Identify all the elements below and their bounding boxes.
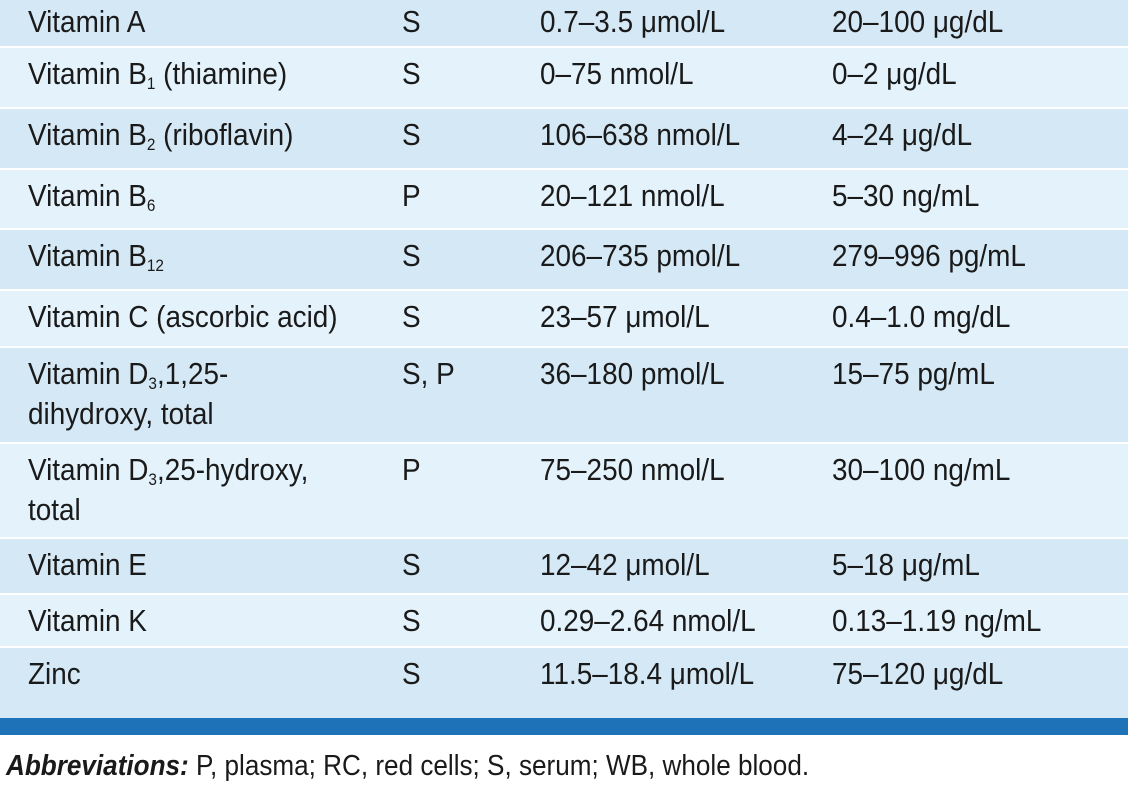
conventional-units-cell: 30–100 ng/mL xyxy=(832,452,1011,487)
table-row: Vitamin B2 (riboflavin) S 106–638 nmol/L… xyxy=(0,109,1128,170)
table-row: Vitamin K S 0.29–2.64 nmol/L 0.13–1.19 n… xyxy=(0,595,1128,648)
conventional-units-cell: 0.4–1.0 mg/dL xyxy=(832,299,1011,334)
row-divider xyxy=(0,168,1128,170)
footnote-label: Abbreviations: xyxy=(6,750,189,782)
si-units-cell: 106–638 nmol/L xyxy=(540,117,741,152)
si-units-cell: 23–57 μmol/L xyxy=(540,299,710,334)
specimen-cell: S xyxy=(402,547,421,582)
si-units-cell: 11.5–18.4 μmol/L xyxy=(540,656,755,691)
row-divider xyxy=(0,537,1128,539)
analyte-name: Vitamin B12 xyxy=(28,238,164,276)
specimen-cell: P xyxy=(402,178,421,213)
conventional-units-cell: 5–30 ng/mL xyxy=(832,178,980,213)
row-divider xyxy=(0,107,1128,109)
conventional-units-cell: 0.13–1.19 ng/mL xyxy=(832,603,1042,638)
si-units-cell: 12–42 μmol/L xyxy=(540,547,710,582)
table-row: Vitamin B12 S 206–735 pmol/L 279–996 pg/… xyxy=(0,230,1128,291)
row-divider xyxy=(0,593,1128,595)
row-divider xyxy=(0,46,1128,48)
si-units-cell: 36–180 pmol/L xyxy=(540,356,725,391)
analyte-name: Vitamin D3,1,25- dihydroxy, total xyxy=(28,356,229,431)
table-row: Vitamin A S 0.7–3.5 μmol/L 20–100 μg/dL xyxy=(0,0,1128,48)
si-units-cell: 75–250 nmol/L xyxy=(540,452,725,487)
table-row: Vitamin C (ascorbic acid) S 23–57 μmol/L… xyxy=(0,291,1128,348)
table-row: Zinc S 11.5–18.4 μmol/L 75–120 μg/dL xyxy=(0,648,1128,718)
footnote-text: P, plasma; RC, red cells; S, serum; WB, … xyxy=(188,750,810,782)
row-divider xyxy=(0,346,1128,348)
conventional-units-cell: 20–100 μg/dL xyxy=(832,4,1004,39)
analyte-name: Vitamin B1 (thiamine) xyxy=(28,56,288,94)
specimen-cell: S xyxy=(402,656,421,691)
conventional-units-cell: 0–2 μg/dL xyxy=(832,56,957,91)
analyte-name: Vitamin B6 xyxy=(28,178,156,216)
table-row: Vitamin B1 (thiamine) S 0–75 nmol/L 0–2 … xyxy=(0,48,1128,109)
conventional-units-cell: 4–24 μg/dL xyxy=(832,117,973,152)
row-divider xyxy=(0,646,1128,648)
si-units-cell: 0.29–2.64 nmol/L xyxy=(540,603,756,638)
table-row: Vitamin D3,25-hydroxy, total P 75–250 nmo… xyxy=(0,444,1128,539)
specimen-cell: S xyxy=(402,117,421,152)
specimen-cell: P xyxy=(402,452,421,487)
analyte-name: Vitamin D3,25-hydroxy, total xyxy=(28,452,309,527)
specimen-cell: S xyxy=(402,238,421,273)
table-bottom-rule xyxy=(0,718,1128,735)
analyte-name: Vitamin K xyxy=(28,603,147,638)
si-units-cell: 206–735 pmol/L xyxy=(540,238,741,273)
si-units-cell: 0.7–3.5 μmol/L xyxy=(540,4,726,39)
analyte-name: Vitamin B2 (riboflavin) xyxy=(28,117,294,155)
analyte-name: Vitamin C (ascorbic acid) xyxy=(28,299,338,334)
conventional-units-cell: 5–18 μg/mL xyxy=(832,547,980,582)
analyte-name: Zinc xyxy=(28,656,81,691)
row-divider xyxy=(0,228,1128,230)
table-row: Vitamin D3,1,25- dihydroxy, total S, P 36… xyxy=(0,348,1128,444)
table-row: Vitamin B6 P 20–121 nmol/L 5–30 ng/mL xyxy=(0,170,1128,230)
si-units-cell: 0–75 nmol/L xyxy=(540,56,694,91)
conventional-units-cell: 279–996 pg/mL xyxy=(832,238,1026,273)
conventional-units-cell: 15–75 pg/mL xyxy=(832,356,995,391)
specimen-cell: S, P xyxy=(402,356,455,391)
si-units-cell: 20–121 nmol/L xyxy=(540,178,725,213)
row-divider xyxy=(0,442,1128,444)
abbreviations-footnote: Abbreviations: P, plasma; RC, red cells;… xyxy=(6,748,809,784)
specimen-cell: S xyxy=(402,299,421,334)
row-divider xyxy=(0,289,1128,291)
specimen-cell: S xyxy=(402,603,421,638)
analyte-name: Vitamin E xyxy=(28,547,147,582)
specimen-cell: S xyxy=(402,56,421,91)
specimen-cell: S xyxy=(402,4,421,39)
conventional-units-cell: 75–120 μg/dL xyxy=(832,656,1004,691)
analyte-name: Vitamin A xyxy=(28,4,146,39)
table-row: Vitamin E S 12–42 μmol/L 5–18 μg/mL xyxy=(0,539,1128,595)
